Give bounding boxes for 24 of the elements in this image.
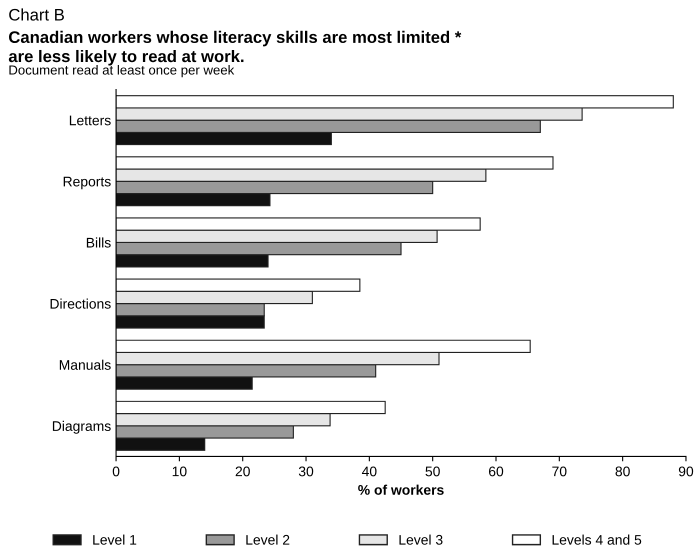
y-tick-label: Reports xyxy=(64,176,111,190)
y-tick-label: Letters xyxy=(70,116,111,126)
x-tick-label: 90 xyxy=(678,466,694,476)
legend-label: Levels 4 and 5 xyxy=(552,534,642,545)
legend-label: Level 3 xyxy=(399,534,443,545)
x-tick-label: 20 xyxy=(236,466,250,476)
y-axis-title: Document read at least once per week xyxy=(9,64,234,78)
legend-label: Level 2 xyxy=(246,534,290,545)
y-tick-label: Directions xyxy=(50,298,111,309)
x-tick-label: 10 xyxy=(172,466,187,476)
y-tick-label: Diagrams xyxy=(52,420,111,434)
legend-label: Level 1 xyxy=(93,534,136,545)
x-tick-label: 30 xyxy=(298,466,314,476)
y-tick-label: Manuals xyxy=(60,360,111,370)
x-tick-label: 80 xyxy=(616,466,630,476)
x-tick-label: 50 xyxy=(426,466,440,476)
x-tick-label: 40 xyxy=(362,466,377,476)
x-axis-title: % of workers xyxy=(358,484,444,495)
x-tick-label: 70 xyxy=(552,466,566,476)
x-tick-label: 60 xyxy=(488,466,504,476)
chart-title: Chart B xyxy=(9,8,64,21)
x-tick-label: 0 xyxy=(112,466,120,476)
y-tick-label: Bills xyxy=(86,237,111,248)
chart-subtitle: Canadian workers whose literacy skills are most limited * are less likely to read at work. xyxy=(8,30,462,66)
